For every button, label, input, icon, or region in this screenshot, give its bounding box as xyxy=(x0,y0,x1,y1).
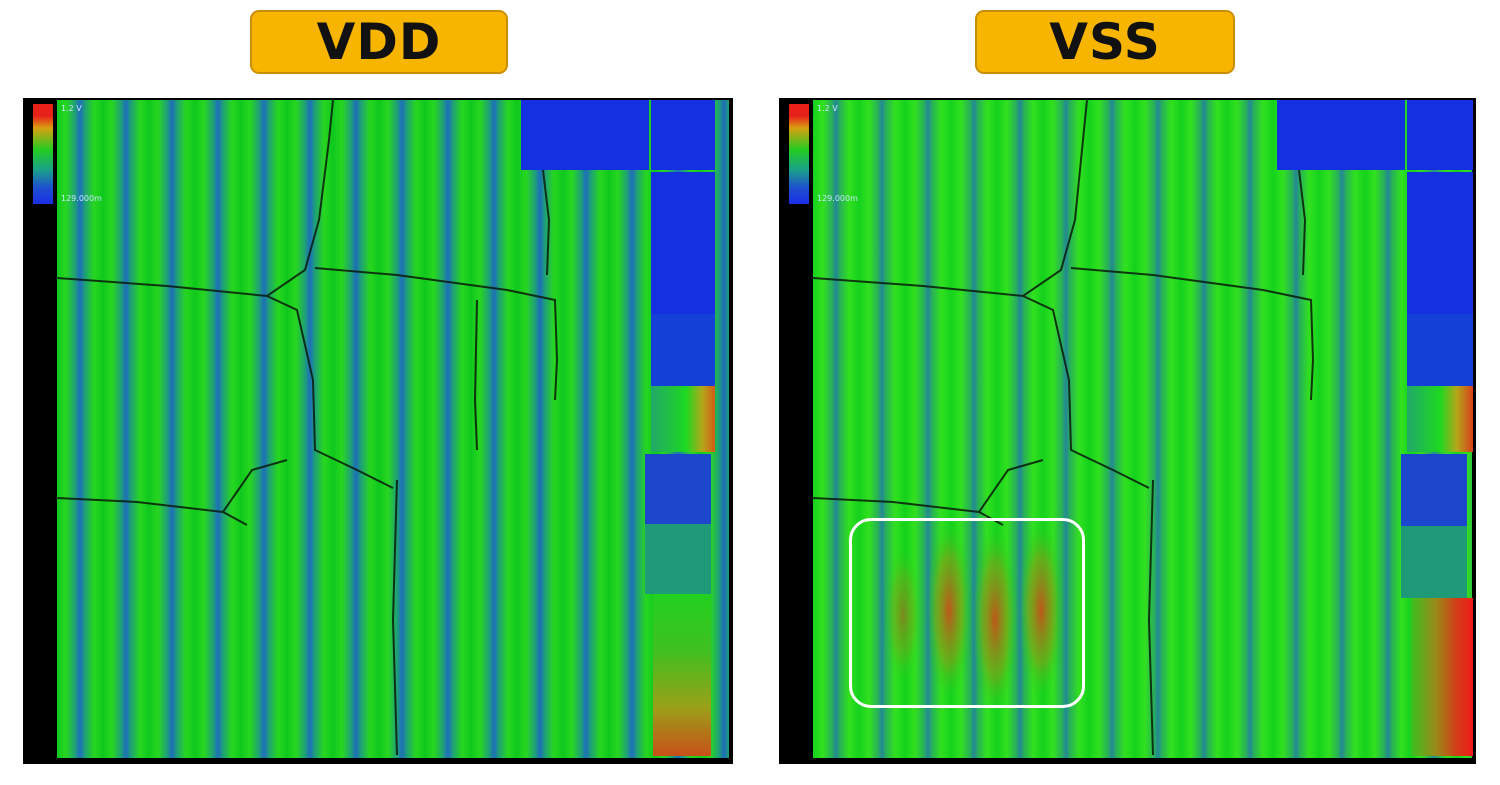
vss-block-top-wide xyxy=(1277,100,1405,170)
vss-crack-lines xyxy=(813,100,1315,756)
vdd-block-top-right xyxy=(651,100,715,170)
vdd-block-right-bottom xyxy=(653,594,711,756)
vdd-block-right-tall xyxy=(651,172,715,314)
vss-scale-max-label: 1.2 V xyxy=(817,104,838,113)
vdd-scale-min-label: 129.000m xyxy=(61,194,102,203)
vss-heatmap xyxy=(813,100,1472,758)
vdd-crack-lines xyxy=(57,100,559,756)
vss-block-right-tall xyxy=(1407,172,1473,314)
vdd-block-top-wide xyxy=(521,100,649,170)
vss-block-right-bottom xyxy=(1411,598,1473,756)
vss-heatmap-panel: 1.2 V 129.000m xyxy=(779,98,1476,764)
vss-block-right-lower xyxy=(1401,454,1467,526)
vdd-block-right-mid xyxy=(651,314,715,386)
vdd-label-text: VDD xyxy=(316,13,442,71)
vdd-block-right-teal xyxy=(645,524,711,594)
vdd-label: VDD xyxy=(250,10,508,74)
vss-block-top-right xyxy=(1407,100,1473,170)
vss-label-text: VSS xyxy=(1049,13,1161,71)
vdd-block-right-lower xyxy=(645,454,711,524)
vss-color-scale xyxy=(789,104,809,204)
vss-scale-min-label: 129.000m xyxy=(817,194,858,203)
vdd-heatmap xyxy=(57,100,729,758)
vss-block-right-teal xyxy=(1401,526,1467,598)
vdd-heatmap-panel: 1.2 V 129.000m xyxy=(23,98,733,764)
vdd-scale-max-label: 1.2 V xyxy=(61,104,82,113)
vss-block-right-mid xyxy=(1407,314,1473,386)
vss-block-right-gradient xyxy=(1407,386,1473,452)
vss-label: VSS xyxy=(975,10,1235,74)
vdd-block-right-gradient xyxy=(651,386,715,452)
vdd-color-scale xyxy=(33,104,53,204)
vss-hotspot-highlight-box xyxy=(849,518,1085,708)
